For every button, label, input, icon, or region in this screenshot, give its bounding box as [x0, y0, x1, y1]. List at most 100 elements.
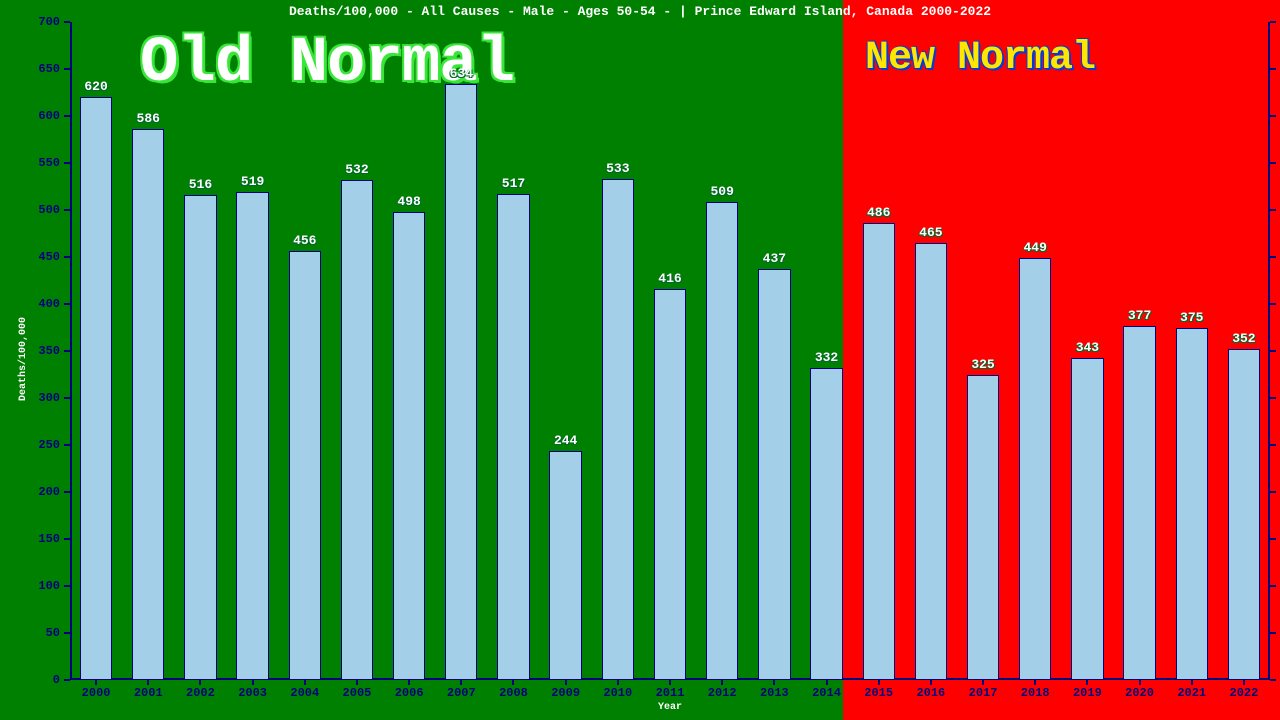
xtick-mark: [1139, 680, 1141, 685]
bar: [863, 223, 895, 680]
bar: [758, 269, 790, 680]
bar-value-label: 586: [137, 111, 160, 126]
bar-value-label: 634: [450, 66, 473, 81]
ytick-mark: [64, 538, 70, 540]
bar: [967, 375, 999, 681]
ytick-mark: [1270, 68, 1276, 70]
xtick-mark: [95, 680, 97, 685]
xtick-label: 2011: [656, 686, 685, 700]
ytick-label: 700: [0, 15, 60, 29]
ytick-mark: [1270, 162, 1276, 164]
bar: [810, 368, 842, 680]
bar: [1123, 326, 1155, 680]
xtick-label: 2022: [1230, 686, 1259, 700]
xtick-mark: [826, 680, 828, 685]
ytick-mark: [1270, 397, 1276, 399]
xtick-label: 2000: [82, 686, 111, 700]
xtick-mark: [512, 680, 514, 685]
xtick-label: 2014: [812, 686, 841, 700]
bar: [654, 289, 686, 680]
ytick-label: 300: [0, 391, 60, 405]
xtick-mark: [304, 680, 306, 685]
ytick-mark: [1270, 444, 1276, 446]
xtick-label: 2001: [134, 686, 163, 700]
ytick-label: 200: [0, 485, 60, 499]
ytick-label: 150: [0, 532, 60, 546]
xtick-mark: [199, 680, 201, 685]
xtick-mark: [878, 680, 880, 685]
bar: [393, 212, 425, 680]
ytick-mark: [64, 397, 70, 399]
xtick-mark: [930, 680, 932, 685]
ytick-mark: [64, 350, 70, 352]
ytick-label: 550: [0, 156, 60, 170]
ytick-label: 100: [0, 579, 60, 593]
bar-value-label: 375: [1180, 310, 1203, 325]
bar-value-label: 352: [1232, 331, 1255, 346]
bar-value-label: 456: [293, 233, 316, 248]
xtick-label: 2017: [969, 686, 998, 700]
bar: [497, 194, 529, 680]
xtick-label: 2013: [760, 686, 789, 700]
bar-value-label: 343: [1076, 340, 1099, 355]
ytick-mark: [1270, 585, 1276, 587]
xtick-label: 2020: [1125, 686, 1154, 700]
xtick-mark: [1191, 680, 1193, 685]
ytick-mark: [1270, 632, 1276, 634]
xtick-label: 2005: [343, 686, 372, 700]
xtick-label: 2015: [864, 686, 893, 700]
bar: [1071, 358, 1103, 680]
bar: [80, 97, 112, 680]
bar: [915, 243, 947, 680]
ytick-label: 350: [0, 344, 60, 358]
ytick-mark: [1270, 538, 1276, 540]
ytick-mark: [64, 209, 70, 211]
ytick-mark: [64, 21, 70, 23]
bar-value-label: 498: [397, 194, 420, 209]
bar: [1228, 349, 1260, 680]
bar: [1176, 328, 1208, 681]
xtick-mark: [669, 680, 671, 685]
ytick-mark: [1270, 21, 1276, 23]
ytick-mark: [64, 256, 70, 258]
ytick-mark: [64, 303, 70, 305]
ytick-mark: [64, 444, 70, 446]
ytick-mark: [64, 115, 70, 117]
ytick-mark: [64, 162, 70, 164]
bar-value-label: 416: [658, 271, 681, 286]
xtick-mark: [1034, 680, 1036, 685]
xtick-label: 2019: [1073, 686, 1102, 700]
xtick-label: 2004: [290, 686, 319, 700]
bar-value-label: 519: [241, 174, 264, 189]
ytick-mark: [64, 68, 70, 70]
ytick-label: 400: [0, 297, 60, 311]
bar-value-label: 533: [606, 161, 629, 176]
xtick-label: 2002: [186, 686, 215, 700]
ytick-mark: [1270, 350, 1276, 352]
xtick-label: 2009: [551, 686, 580, 700]
ytick-label: 250: [0, 438, 60, 452]
ytick-mark: [1270, 679, 1276, 681]
bar-value-label: 516: [189, 177, 212, 192]
xtick-label: 2010: [603, 686, 632, 700]
ytick-label: 50: [0, 626, 60, 640]
xtick-label: 2018: [1021, 686, 1050, 700]
xtick-mark: [408, 680, 410, 685]
bar-value-label: 509: [710, 184, 733, 199]
bar-value-label: 332: [815, 350, 838, 365]
bar: [132, 129, 164, 680]
bar-value-label: 465: [919, 225, 942, 240]
bar-value-label: 377: [1128, 308, 1151, 323]
bar: [289, 251, 321, 680]
xtick-mark: [252, 680, 254, 685]
ytick-label: 650: [0, 62, 60, 76]
xtick-mark: [356, 680, 358, 685]
y-axis-label: Deaths/100,000: [18, 317, 29, 401]
xtick-mark: [1243, 680, 1245, 685]
ytick-mark: [64, 679, 70, 681]
xtick-mark: [617, 680, 619, 685]
bar: [184, 195, 216, 680]
bar: [602, 179, 634, 680]
x-axis-label: Year: [70, 702, 1270, 713]
xtick-mark: [721, 680, 723, 685]
